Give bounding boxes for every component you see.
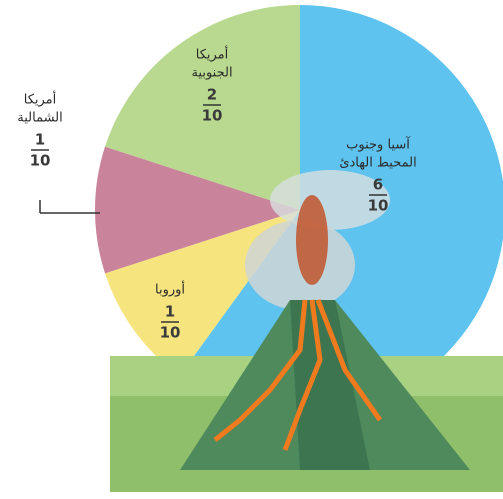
- slice-label: الشمالية: [17, 111, 63, 126]
- fraction-denominator: 10: [368, 197, 389, 215]
- slice-label: أمريكا: [196, 46, 229, 63]
- fraction-denominator: 10: [160, 324, 181, 342]
- slice-label: أمريكا: [24, 91, 57, 108]
- fraction-numerator: 1: [165, 303, 175, 321]
- fraction-numerator: 6: [373, 176, 383, 194]
- slice-label: المحيط الهادئ: [339, 156, 416, 171]
- fraction-denominator: 10: [202, 107, 223, 125]
- slice-label: آسيا وجنوب: [346, 136, 411, 153]
- fraction-denominator: 10: [30, 152, 51, 170]
- fraction-numerator: 1: [35, 131, 45, 149]
- slice-label: أوروبا: [155, 281, 185, 298]
- eruption: [296, 195, 328, 285]
- fraction-numerator: 2: [207, 86, 217, 104]
- slice-label: الجنوبية: [191, 66, 232, 81]
- chart: آسيا وجنوب المحيط الهادئ 6 10 أوروبا 1 10 أمريك…: [0, 0, 503, 499]
